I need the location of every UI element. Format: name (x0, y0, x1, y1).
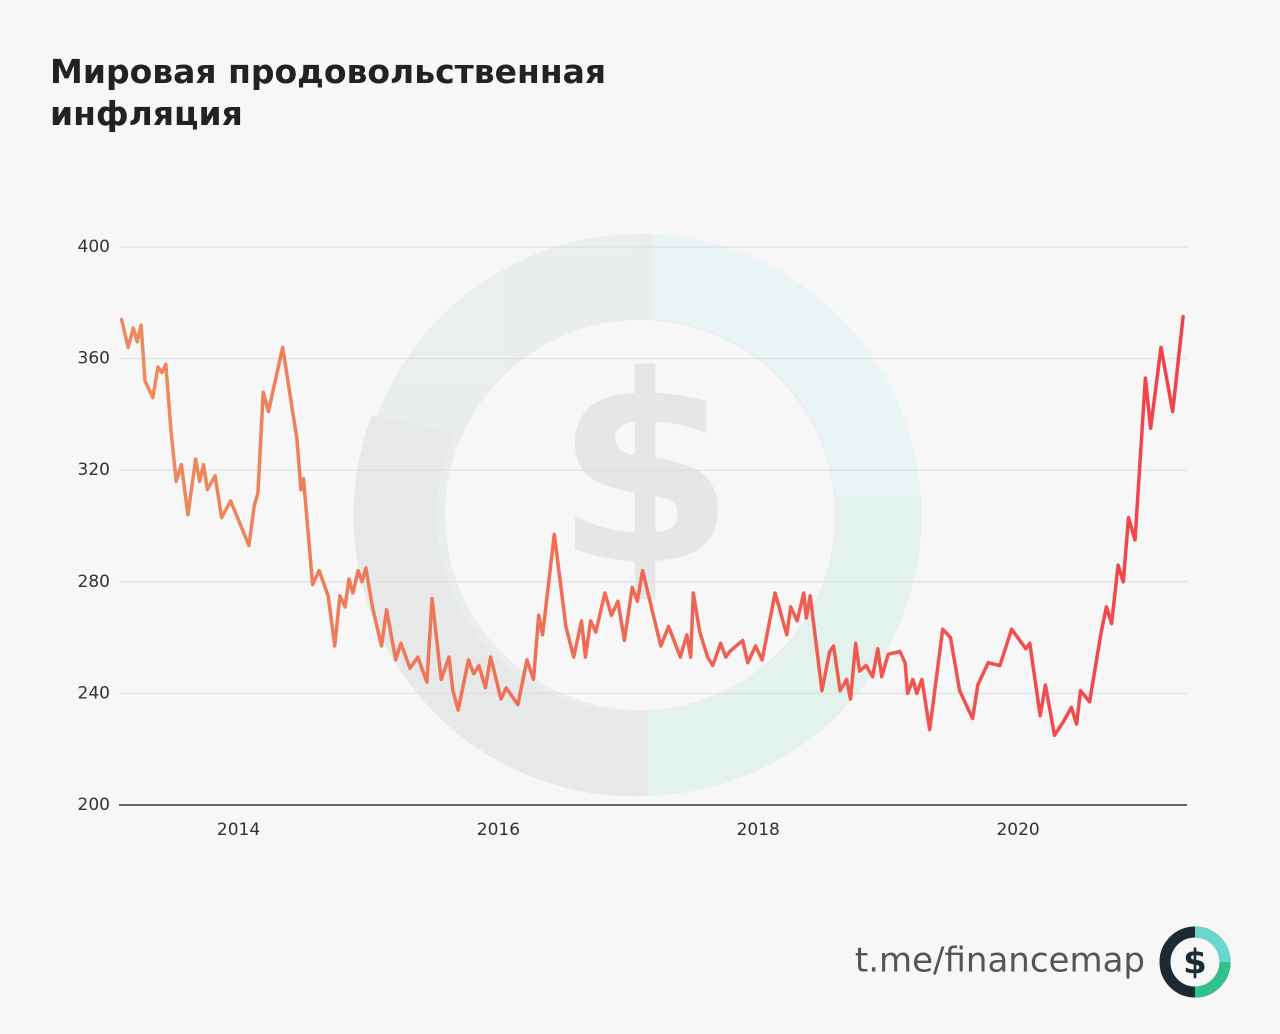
x-tick-label: 2016 (477, 820, 520, 840)
y-tick-label: 240 (78, 683, 110, 703)
y-tick-label: 200 (78, 795, 110, 815)
watermark-segment (648, 497, 922, 796)
logo: $ (1159, 926, 1231, 998)
data-line (119, 315, 1185, 738)
chart-title: Мировая продовольственная инфляция (50, 52, 618, 133)
y-tick-label: 320 (78, 460, 110, 480)
x-tick-label: 2014 (217, 820, 260, 840)
y-tick-label: 360 (78, 349, 110, 369)
watermark-segment (652, 234, 921, 497)
x-tick-label: 2020 (996, 820, 1039, 840)
watermark: $ (353, 234, 922, 797)
y-tick-label: 280 (78, 572, 110, 592)
watermark-dollar: $ (555, 321, 736, 623)
x-tick-label: 2018 (737, 820, 780, 840)
y-tick-label: 400 (78, 237, 110, 257)
logo-ring-part (1194, 926, 1231, 963)
footer-link: t.me/financemap (855, 941, 1145, 981)
logo-ring-part (1194, 961, 1231, 998)
title-line: инфляция (50, 94, 243, 133)
watermark-segment (353, 415, 648, 797)
title-line: Мировая продовольственная (50, 52, 606, 91)
logo-dollar: $ (1183, 943, 1207, 983)
